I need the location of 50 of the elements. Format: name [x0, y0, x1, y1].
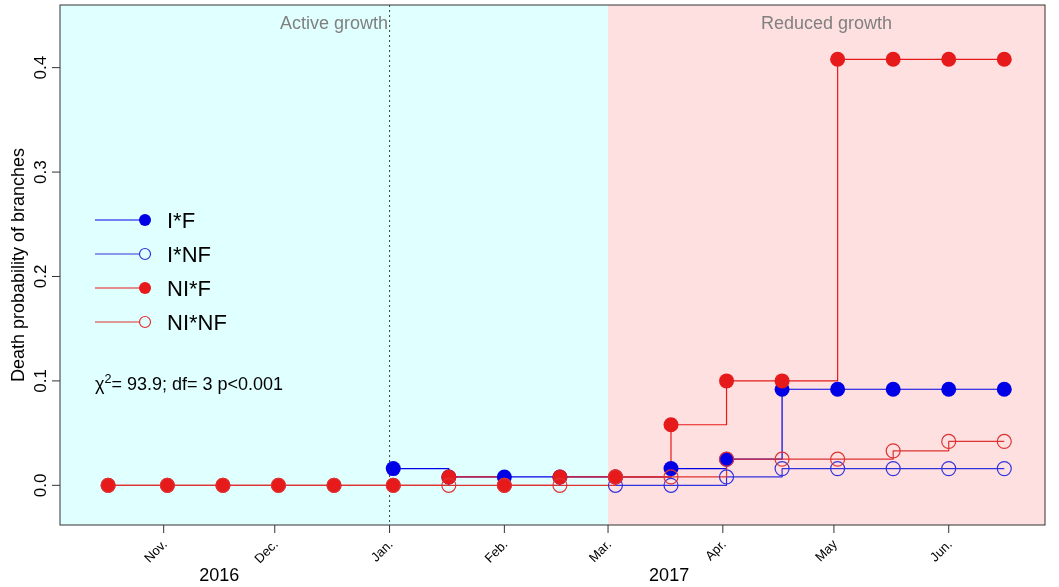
point: [996, 381, 1012, 397]
legend-label: I*NF: [167, 242, 211, 267]
point: [774, 451, 790, 467]
point: [885, 51, 901, 67]
x-tick-label: Feb.: [481, 536, 511, 566]
point: [996, 51, 1012, 67]
point: [663, 469, 679, 485]
text: 2016: [199, 565, 240, 585]
x-tick-label: Jan.: [367, 536, 396, 565]
y-tick-label: 0.1: [31, 369, 50, 393]
y-tick-label: 0.2: [31, 264, 50, 289]
y-tick-label: 0.3: [31, 160, 50, 184]
point: [830, 51, 846, 67]
annotation: χ$^{2}$= 93.9; df= 3 p<0.001: [95, 372, 284, 394]
point: [552, 477, 568, 493]
band-label: Active growth: [280, 13, 389, 33]
point: [663, 417, 679, 433]
y-axis-title: Death probability of branches: [8, 147, 28, 383]
x-tick-label: Jun.: [926, 536, 955, 565]
point: [718, 469, 735, 485]
text: 2017: [649, 565, 690, 585]
point: [774, 373, 790, 389]
point: [441, 477, 457, 493]
x-tick-label: May: [812, 536, 841, 565]
point: [385, 461, 401, 477]
x-tick-label: Dec.: [251, 536, 281, 567]
legend-label: NI*NF: [167, 310, 227, 335]
point: [774, 461, 790, 477]
point: [941, 433, 957, 450]
x-tick-label: Nov.: [140, 536, 170, 566]
point: [941, 51, 957, 67]
x-tick-label: Apr.: [702, 536, 729, 564]
point: [885, 461, 901, 477]
point: [996, 433, 1012, 450]
point: [830, 461, 846, 477]
y-tick-label: 0.4: [31, 55, 50, 80]
x-tick-label: Mar.: [585, 536, 615, 566]
point: [941, 381, 957, 397]
point: [719, 373, 735, 389]
point: [885, 443, 901, 459]
point: [996, 461, 1012, 477]
point: [830, 381, 846, 397]
point: [830, 451, 846, 467]
y-tick-label: 0.0: [31, 473, 50, 498]
legend-label: I*F: [167, 208, 196, 233]
point: [663, 477, 679, 493]
point: [941, 461, 957, 477]
legend-label: NI*F: [167, 276, 211, 301]
band-label: Reduced growth: [760, 13, 893, 33]
point: [885, 381, 901, 397]
